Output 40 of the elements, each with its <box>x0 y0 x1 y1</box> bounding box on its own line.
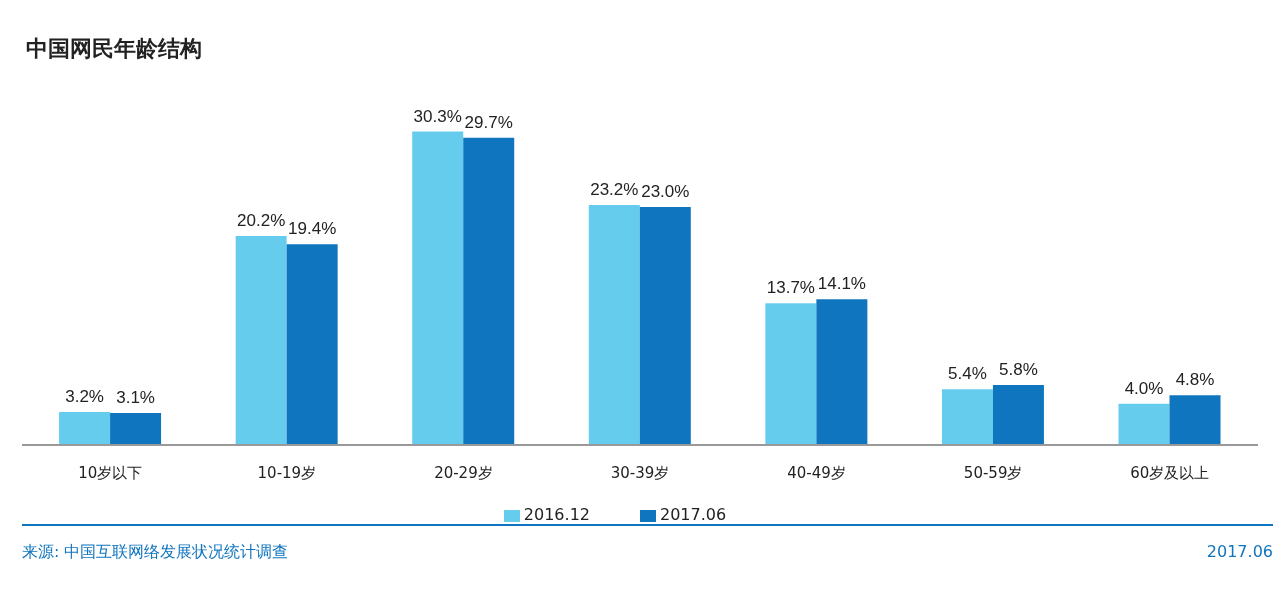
data-label: 3.1% <box>116 387 155 407</box>
data-label: 5.8% <box>999 360 1038 380</box>
bar <box>588 205 640 445</box>
data-label: 23.0% <box>641 182 690 202</box>
x-tick-label: 30-39岁 <box>610 463 670 482</box>
x-tick-label: 50-59岁 <box>963 463 1023 482</box>
text: 2017.06 <box>1206 542 1273 563</box>
data-label: 3.2% <box>65 386 104 406</box>
bar <box>765 303 817 445</box>
legend-label: 2017.06 <box>660 505 727 524</box>
bar <box>816 299 868 445</box>
data-label: 13.7% <box>766 278 815 298</box>
data-label: 4.8% <box>1175 370 1215 390</box>
bar <box>412 131 464 445</box>
bar <box>1118 403 1170 445</box>
data-label: 20.2% <box>237 211 286 231</box>
data-label: 5.4% <box>948 364 987 384</box>
bar <box>992 385 1044 445</box>
chart-title: 中国网民年龄结构 <box>25 35 203 63</box>
legend-label: 2016.12 <box>523 505 590 524</box>
data-label: 29.7% <box>464 112 513 132</box>
data-label: 14.1% <box>817 274 866 294</box>
data-label: 4.0% <box>1124 378 1164 398</box>
bar <box>59 411 111 445</box>
bar <box>110 412 162 445</box>
data-label: 19.4% <box>288 219 337 239</box>
x-tick-label: 20-29岁 <box>434 463 493 482</box>
bar <box>463 137 515 445</box>
data-label: 30.3% <box>413 106 462 126</box>
x-tick-label: 40-49岁 <box>787 463 846 482</box>
data-label: 23.2% <box>590 180 639 200</box>
source-note: 来源: 中国互联网络发展状况统计调查 <box>22 542 289 563</box>
x-tick-label: 10-19岁 <box>257 463 317 482</box>
bar <box>639 207 691 445</box>
bar <box>941 389 993 445</box>
x-tick-label: 10岁以下 <box>78 463 143 482</box>
bar <box>235 236 287 445</box>
x-tick-label: 60岁及以上 <box>1130 463 1210 482</box>
bar <box>1169 395 1221 445</box>
bar <box>286 244 338 445</box>
